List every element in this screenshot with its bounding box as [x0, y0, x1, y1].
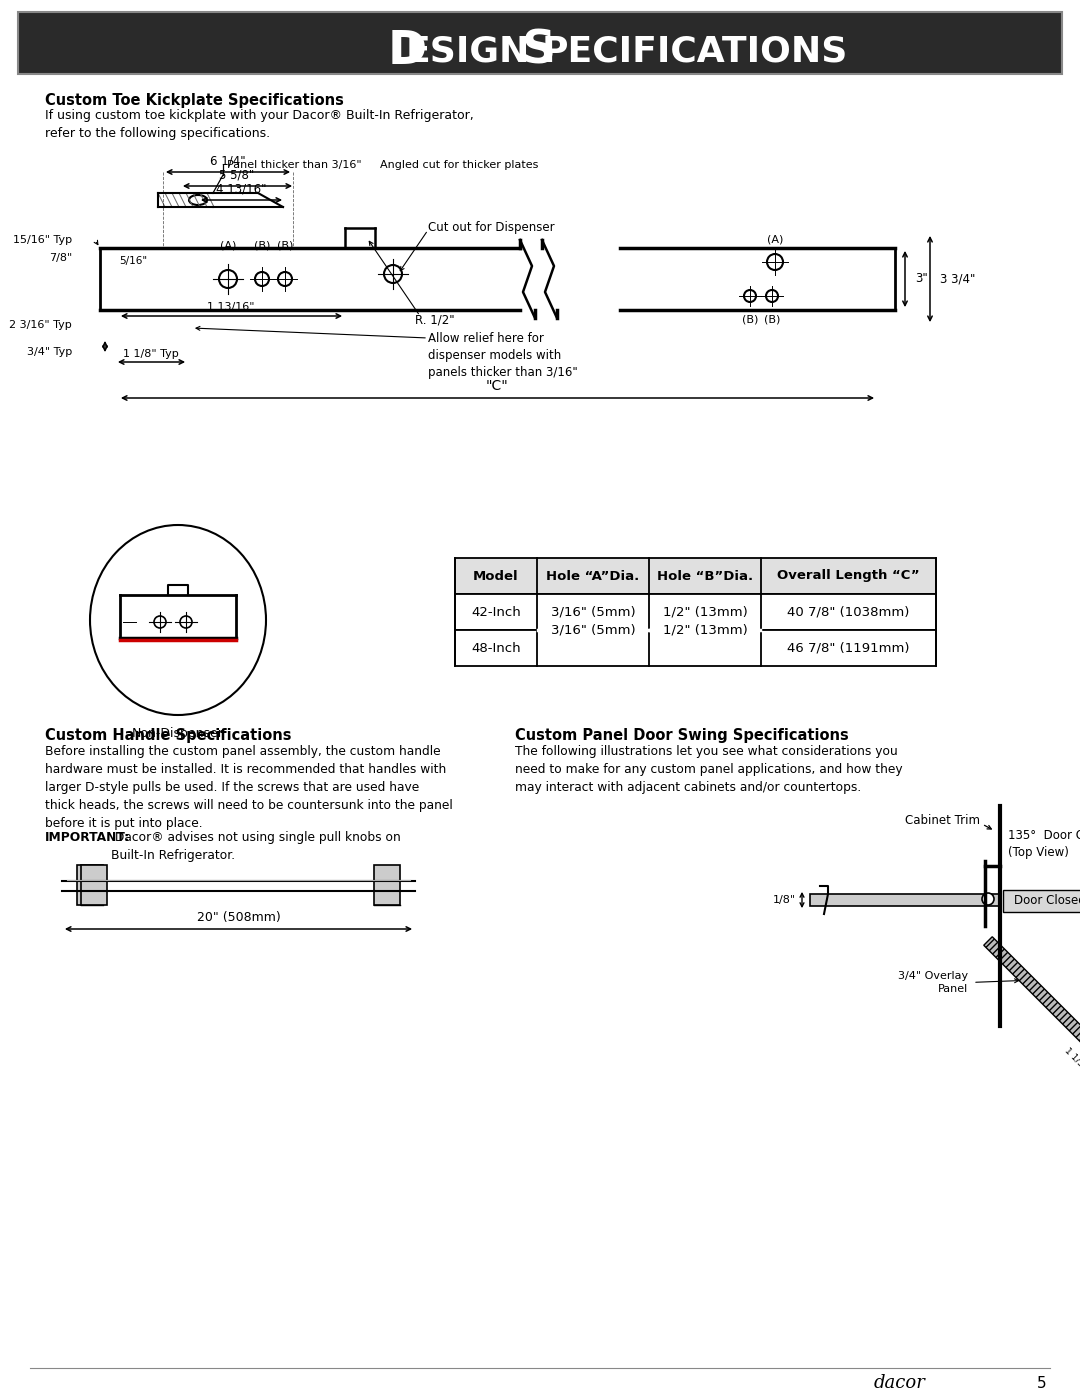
Text: Custom Panel Door Swing Specifications: Custom Panel Door Swing Specifications [515, 728, 849, 743]
Circle shape [384, 265, 402, 284]
Text: (A): (A) [767, 235, 783, 244]
Text: 2 3/16" Typ: 2 3/16" Typ [10, 320, 72, 330]
Text: 6 1/4": 6 1/4" [211, 155, 246, 168]
Text: 135°  Door Opening
(Top View): 135° Door Opening (Top View) [1008, 828, 1080, 859]
Bar [455, 630, 936, 666]
Circle shape [278, 272, 292, 286]
Text: ESIGN: ESIGN [406, 34, 530, 68]
Text: If using custom toe kickplate with your Dacor® Built-In Refrigerator,
refer to t: If using custom toe kickplate with your … [45, 109, 474, 140]
Ellipse shape [189, 196, 207, 205]
Text: Panel thicker than 3/16": Panel thicker than 3/16" [227, 161, 362, 170]
Text: Model: Model [473, 570, 518, 583]
Bar [455, 557, 936, 594]
Text: 3 3/4": 3 3/4" [940, 272, 975, 285]
Text: 5: 5 [1037, 1376, 1047, 1390]
Text: S: S [522, 28, 556, 74]
Bar [455, 594, 936, 630]
Text: 48-Inch: 48-Inch [471, 641, 521, 655]
Text: 3/16" (5mm): 3/16" (5mm) [551, 623, 635, 637]
Circle shape [767, 254, 783, 270]
Text: (A): (A) [220, 240, 237, 250]
Text: Custom Toe Kickplate Specifications: Custom Toe Kickplate Specifications [45, 94, 343, 108]
Bar [810, 894, 1000, 907]
Circle shape [219, 270, 237, 288]
Text: D: D [388, 28, 428, 74]
Text: dacor: dacor [874, 1375, 926, 1391]
Circle shape [255, 272, 269, 286]
Text: 46 7/8" (1191mm): 46 7/8" (1191mm) [787, 641, 909, 655]
Ellipse shape [90, 525, 266, 715]
Text: (B): (B) [276, 240, 293, 250]
Polygon shape [984, 937, 1080, 1083]
Text: 3": 3" [915, 272, 928, 285]
Text: 3/4" Overlay
Panel: 3/4" Overlay Panel [897, 971, 968, 993]
Bar [18, 13, 1062, 74]
Text: 1 1/8" Typ: 1 1/8" Typ [123, 349, 179, 359]
Text: 1/2" (13mm): 1/2" (13mm) [663, 623, 747, 637]
Text: 1 13/16": 1 13/16" [207, 302, 255, 312]
Text: Angled cut for thicker plates: Angled cut for thicker plates [380, 161, 538, 170]
Text: Hole “A”Dia.: Hole “A”Dia. [546, 570, 639, 583]
Text: (B): (B) [764, 314, 780, 324]
Text: The following illustrations let you see what considerations you
need to make for: The following illustrations let you see … [515, 745, 903, 793]
Text: Custom Handle Specifications: Custom Handle Specifications [45, 728, 292, 743]
Text: 5/16": 5/16" [119, 256, 147, 265]
Bar [374, 865, 400, 905]
Text: 1/8": 1/8" [773, 895, 796, 905]
Text: 20" (508mm): 20" (508mm) [197, 911, 281, 923]
Bar [81, 865, 107, 905]
Text: 40 7/8" (1038mm): 40 7/8" (1038mm) [787, 605, 909, 619]
Text: 7/8": 7/8" [49, 253, 72, 263]
Text: R. 1/2": R. 1/2" [415, 313, 455, 327]
Text: Hole “B”Dia.: Hole “B”Dia. [657, 570, 753, 583]
Text: (B): (B) [742, 314, 758, 324]
Text: 1 1/5: 1 1/5 [1063, 1045, 1080, 1069]
Text: 4 13/16": 4 13/16" [216, 183, 267, 196]
Bar [77, 865, 103, 905]
Text: IMPORTANT:: IMPORTANT: [45, 831, 131, 844]
Text: Overall Length “C”: Overall Length “C” [778, 570, 920, 583]
Text: Cut out for Dispenser: Cut out for Dispenser [428, 222, 555, 235]
Text: PECIFICATIONS: PECIFICATIONS [542, 34, 849, 68]
Text: Allow relief here for
dispenser models with
panels thicker than 3/16": Allow relief here for dispenser models w… [428, 332, 578, 379]
Circle shape [766, 291, 778, 302]
Circle shape [744, 291, 756, 302]
Text: 5 5/8": 5 5/8" [219, 169, 255, 182]
Text: 1/2" (13mm): 1/2" (13mm) [663, 605, 747, 619]
FancyBboxPatch shape [1003, 890, 1080, 912]
Text: Cabinet Trim: Cabinet Trim [905, 814, 980, 827]
Text: Door Closed: Door Closed [1014, 894, 1080, 907]
Text: Before installing the custom panel assembly, the custom handle
hardware must be : Before installing the custom panel assem… [45, 745, 453, 830]
Text: Dacor® advises not using single pull knobs on
Built-In Refrigerator.: Dacor® advises not using single pull kno… [111, 831, 401, 862]
Text: "C": "C" [486, 379, 509, 393]
Text: Non-Dispenser: Non-Dispenser [132, 726, 224, 740]
Circle shape [982, 893, 994, 905]
Circle shape [154, 616, 166, 629]
Text: 15/16" Typ: 15/16" Typ [13, 235, 72, 244]
Text: 42-Inch: 42-Inch [471, 605, 521, 619]
Text: (B): (B) [254, 240, 270, 250]
Circle shape [180, 616, 192, 629]
Text: 3/4" Typ: 3/4" Typ [27, 346, 72, 358]
Text: 3/16" (5mm): 3/16" (5mm) [551, 605, 635, 619]
